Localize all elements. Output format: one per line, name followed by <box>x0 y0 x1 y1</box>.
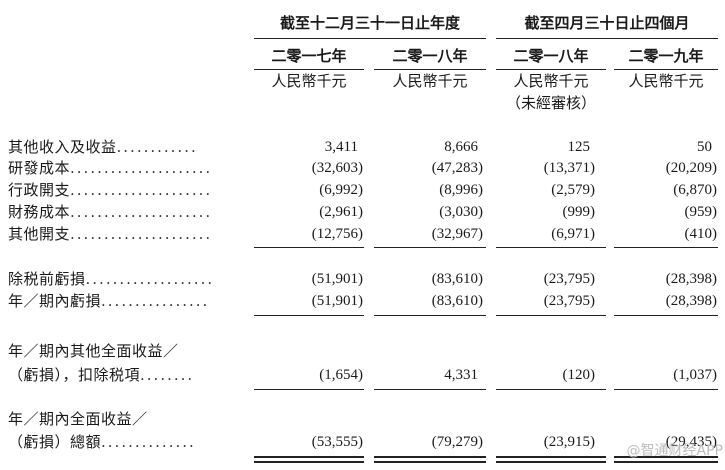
cell-value: (6,992) <box>319 182 363 198</box>
column-unit-note: （未經審核） <box>505 94 596 112</box>
cell-value: (23,795) <box>543 293 595 309</box>
row-label-loss-before-tax: 除税前虧損................... <box>8 270 215 288</box>
cell-value: (28,398) <box>665 293 717 309</box>
cell-value: (83,610) <box>431 271 483 287</box>
column-header-period: 二零一七年 <box>271 47 347 65</box>
column-header-period: 二零一九年 <box>628 47 704 65</box>
cell-value: (3,030) <box>439 204 483 220</box>
row-label-admin-expenses: 行政開支..................... <box>8 181 213 199</box>
column-header-rule <box>374 69 486 70</box>
cell-value: (1,654) <box>319 367 363 383</box>
subtotal-rule <box>496 389 606 390</box>
cell-value: (8,996) <box>439 182 483 198</box>
row-label-finance-costs: 財務成本..................... <box>8 203 213 221</box>
column-header-period: 二零一八年 <box>392 47 468 65</box>
column-header-rule <box>254 69 364 70</box>
row-label-total-ci-line1: 年／期內全面收益／ <box>8 410 148 428</box>
cell-value: (2,579) <box>551 182 595 198</box>
subtotal-rule <box>614 247 718 248</box>
cell-value: (32,603) <box>311 160 363 176</box>
row-label-oci-line1: 年／期內其他全面收益／ <box>8 342 179 360</box>
subtotal-rule <box>374 315 486 316</box>
column-header-rule <box>496 69 606 70</box>
total-double-rule <box>254 461 364 463</box>
subtotal-rule <box>254 389 364 390</box>
cell-value: (23,915) <box>543 434 595 450</box>
column-header-rule <box>614 69 718 70</box>
cell-value: (120) <box>562 367 596 383</box>
column-unit: 人民幣千元 <box>628 72 704 90</box>
row-label-total-ci-line2: （虧損）總額.............. <box>8 433 196 451</box>
cell-value: (28,398) <box>665 271 717 287</box>
row-label-loss-for-period: 年／期內虧損................ <box>8 292 210 310</box>
cell-value: (51,901) <box>311 271 363 287</box>
cell-value: (20,209) <box>665 160 717 176</box>
cell-value: (959) <box>684 204 718 220</box>
cell-value: (999) <box>562 204 596 220</box>
subtotal-rule <box>254 247 364 248</box>
cell-value: (47,283) <box>431 160 483 176</box>
header-group-year: 截至十二月三十一日止年度 <box>279 14 460 32</box>
row-label-other-expenses: 其他開支..................... <box>8 225 213 243</box>
total-double-rule <box>374 461 486 463</box>
total-double-rule <box>374 456 486 458</box>
total-double-rule <box>496 461 606 463</box>
cell-value: (13,371) <box>543 160 595 176</box>
cell-value: (6,870) <box>673 182 717 198</box>
subtotal-rule <box>374 389 486 390</box>
cell-value: (51,901) <box>311 293 363 309</box>
cell-value: (79,279) <box>431 434 483 450</box>
column-unit: 人民幣千元 <box>392 72 468 90</box>
total-double-rule <box>614 456 718 458</box>
subtotal-rule <box>614 315 718 316</box>
subtotal-rule <box>496 315 606 316</box>
total-double-rule <box>614 461 718 463</box>
total-double-rule <box>496 456 606 458</box>
subtotal-rule <box>496 247 606 248</box>
cell-value: (23,795) <box>543 271 595 287</box>
cell-value: (53,555) <box>311 434 363 450</box>
total-double-rule <box>254 456 364 458</box>
cell-value: (83,610) <box>431 293 483 309</box>
cell-value: 8,666 <box>444 139 478 155</box>
column-header-period: 二零一八年 <box>513 47 589 65</box>
column-unit: 人民幣千元 <box>513 72 589 90</box>
cell-value: (2,961) <box>319 204 363 220</box>
subtotal-rule <box>254 315 364 316</box>
cell-value: (410) <box>684 226 718 242</box>
header-group-months-rule <box>496 38 718 39</box>
watermark: @智通财经APP <box>626 443 723 459</box>
row-label-other-income: 其他收入及收益............ <box>8 138 198 156</box>
cell-value: 3,411 <box>324 139 358 155</box>
column-unit: 人民幣千元 <box>271 72 347 90</box>
cell-value: 50 <box>697 139 712 155</box>
subtotal-rule <box>374 247 486 248</box>
cell-value: (29,435) <box>665 434 717 450</box>
subtotal-rule <box>614 389 718 390</box>
row-label-oci-line2: （虧損），扣除税項........ <box>8 366 195 384</box>
cell-value: 4,331 <box>444 367 478 383</box>
header-group-months: 截至四月三十日止四個月 <box>524 14 690 32</box>
row-label-rnd-costs: 研發成本..................... <box>8 159 213 177</box>
cell-value: 125 <box>567 139 591 155</box>
cell-value: (1,037) <box>673 367 717 383</box>
cell-value: (32,967) <box>431 226 483 242</box>
cell-value: (12,756) <box>311 226 363 242</box>
header-group-year-rule <box>254 38 486 39</box>
cell-value: (6,971) <box>551 226 595 242</box>
